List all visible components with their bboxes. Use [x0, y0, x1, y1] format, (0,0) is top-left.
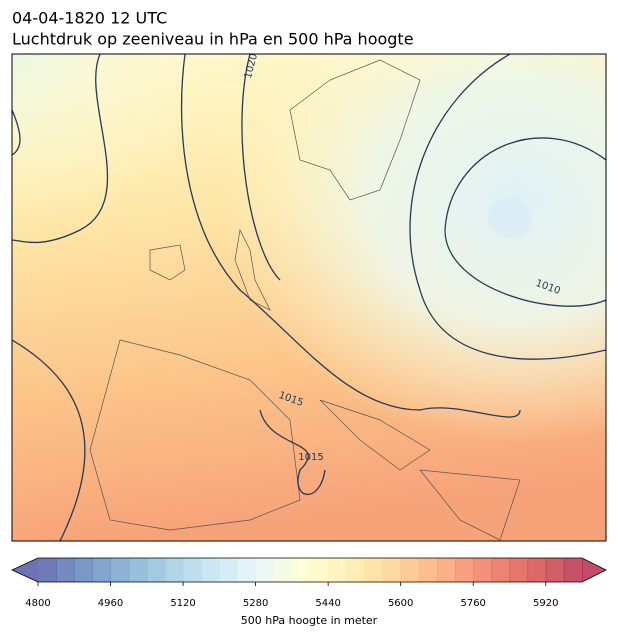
colorbar-segment [491, 558, 510, 582]
colorbar-tick-label: 5920 [533, 598, 558, 609]
colorbar-segment [237, 558, 257, 582]
colorbar-label: 500 hPa hoogte in meter [241, 614, 378, 627]
colorbar-segment [291, 558, 311, 582]
colorbar-segment [563, 558, 583, 582]
colorbar-segment [436, 558, 456, 582]
colorbar-segment [545, 558, 565, 582]
colorbar-segment [38, 558, 57, 582]
colorbar-segment [273, 558, 293, 582]
contour-label: 1015 [298, 452, 323, 463]
colorbar-tick-label: 5760 [460, 598, 485, 609]
colorbar-segment [364, 558, 384, 582]
colorbar-tick-label: 5600 [388, 598, 413, 609]
colorbar-segment [400, 558, 420, 582]
colorbar-segment [382, 558, 402, 582]
colorbar-tick-label: 4800 [25, 598, 50, 609]
colorbar-segment [455, 558, 474, 582]
title: 04-04-1820 12 UTC [12, 9, 167, 28]
map-frame [11, 53, 607, 542]
colorbar-tick-label: 5120 [170, 598, 195, 609]
colorbar-segment [255, 558, 275, 582]
colorbar-tick-label: 5280 [243, 598, 268, 609]
colorbar-segment [128, 558, 148, 582]
colorbar-extend-low [12, 558, 38, 582]
colorbar: 4800 4960 5120 5280 5440 5600 5760 5920 [11, 557, 607, 609]
colorbar-extend-high [582, 558, 606, 582]
colorbar-segment [74, 558, 93, 582]
colorbar-segment [183, 558, 202, 582]
colorbar-segment [164, 558, 184, 582]
colorbar-segment [346, 558, 365, 582]
colorbar-segment [201, 558, 220, 582]
isobars [12, 54, 606, 541]
colorbar-segment [110, 558, 130, 582]
colorbar-tick-label: 4960 [98, 598, 123, 609]
colorbar-segment [509, 558, 529, 582]
colorbar-segment [56, 558, 75, 582]
subtitle: Luchtdruk op zeeniveau in hPa en 500 hPa… [12, 30, 414, 49]
map: 1020 1010 1015 1015 [12, 54, 606, 541]
colorbar-segment [310, 558, 329, 582]
colorbar-segment [146, 558, 166, 582]
colorbar-segment [328, 558, 347, 582]
colorbar-segment [219, 558, 238, 582]
colorbar-segment [473, 558, 492, 582]
colorbar-segment [418, 558, 438, 582]
colorbar-segment [92, 558, 112, 582]
colorbar-segment [527, 558, 547, 582]
coastlines [89, 59, 521, 541]
colorbar-tick-label: 5440 [315, 598, 340, 609]
